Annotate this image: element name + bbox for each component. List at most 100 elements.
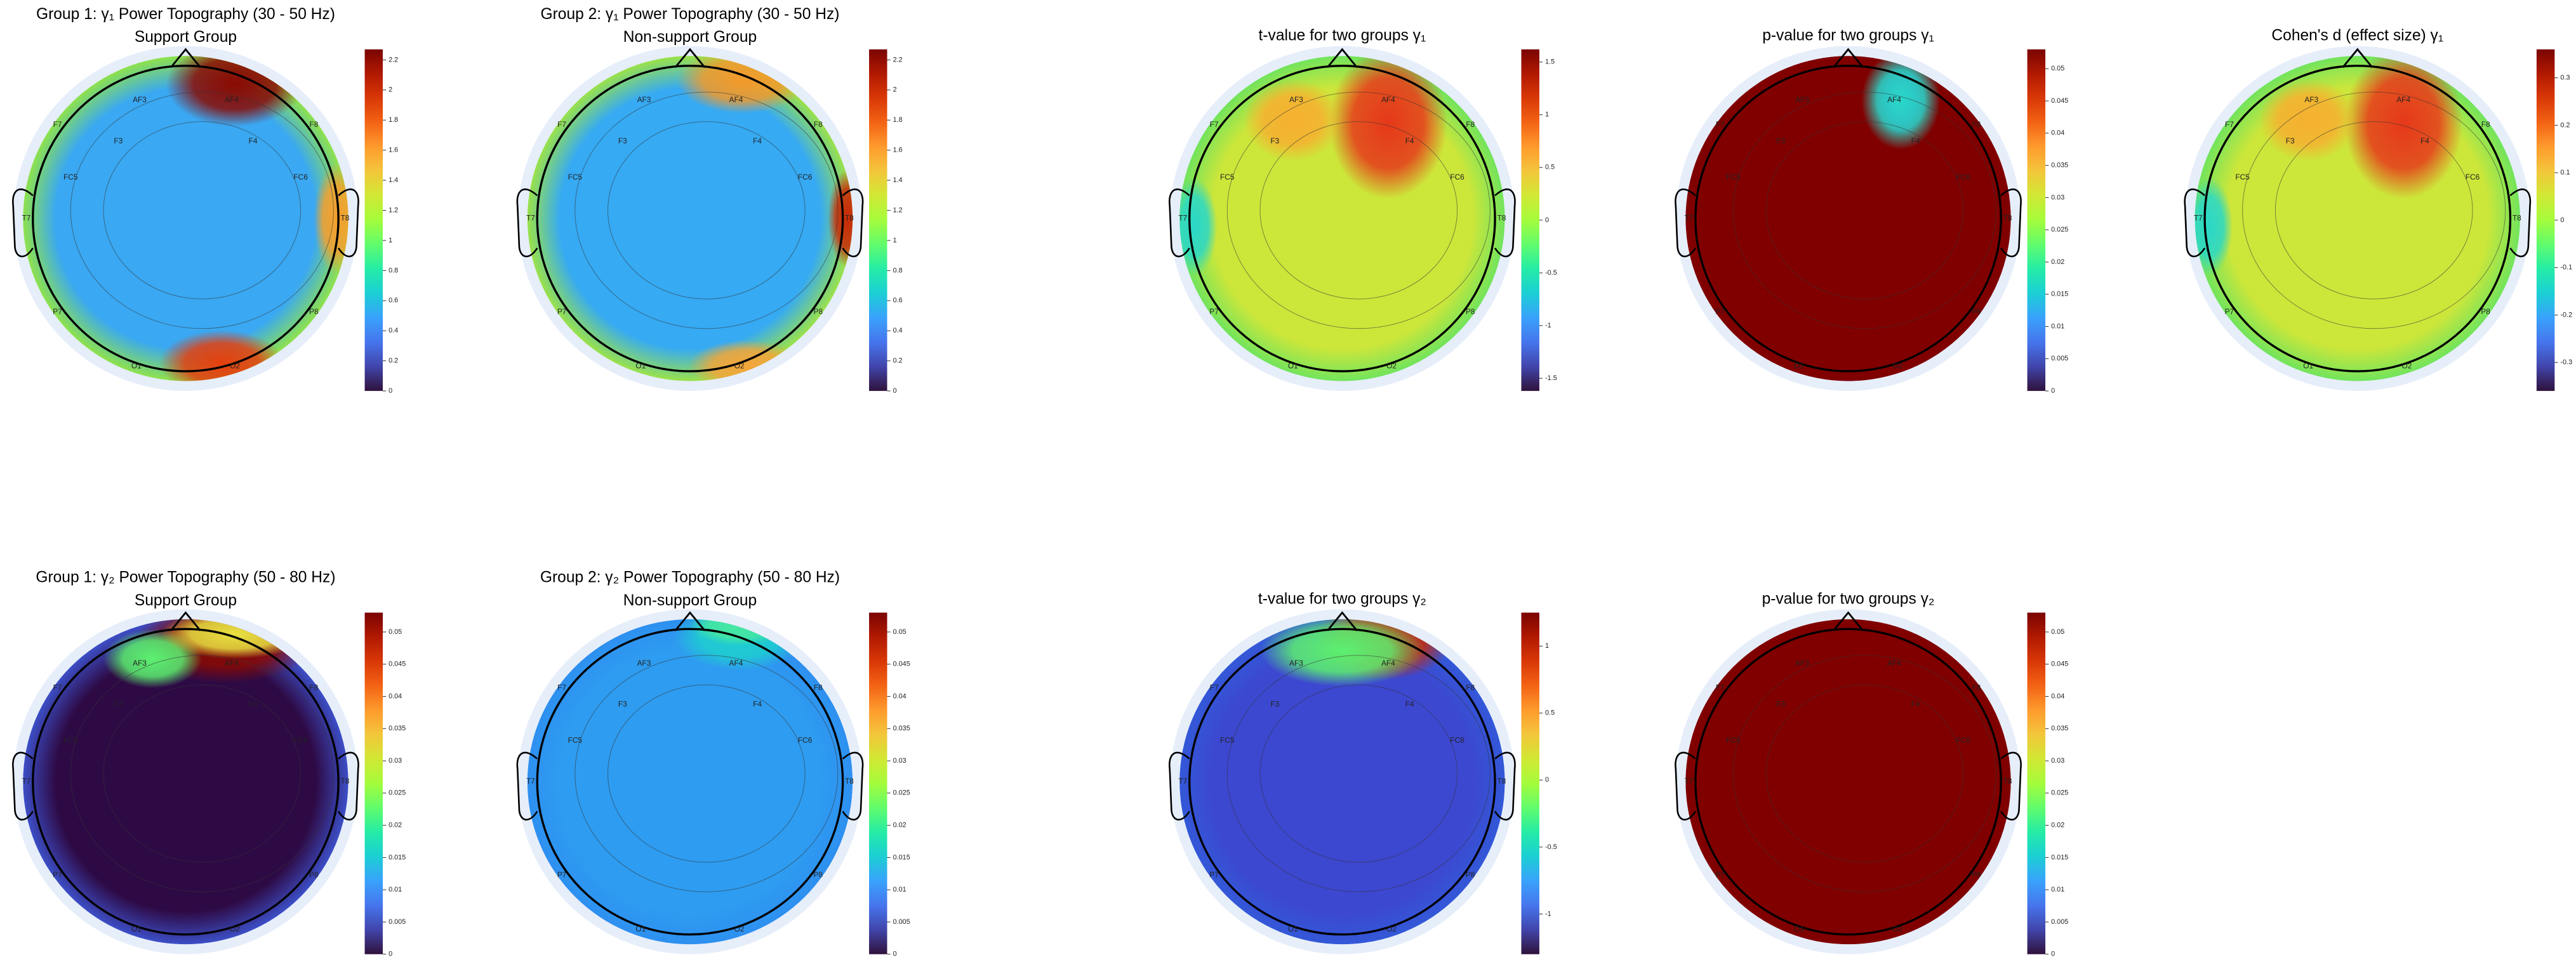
electrode-label: O2 — [230, 925, 240, 933]
heat-base — [23, 619, 349, 945]
electrode-label: P7 — [2225, 307, 2234, 316]
colorbar-tick-label: 0.005 — [2051, 918, 2068, 926]
colorbar-tick-label: 0.04 — [2051, 692, 2064, 700]
contour-line — [1732, 91, 1996, 329]
electrode-label: AF4 — [1887, 659, 1901, 668]
electrode-label: T7 — [1178, 777, 1187, 786]
electrode-label: F7 — [53, 683, 62, 692]
colorbar-tick-label: 2.2 — [893, 56, 903, 63]
colorbar — [1521, 49, 1539, 392]
topomap-panel: t-value for two groups γ₂ F7 AF3 AF4 F8 F3 F4 F… — [1168, 590, 1557, 954]
electrode-label: T8 — [2513, 214, 2521, 223]
electrode-label: T7 — [1685, 214, 1694, 223]
ear-left — [1675, 751, 1696, 820]
panel-title: t-value for two groups γ₂ — [1258, 590, 1426, 607]
panel-subtitle: Non-support Group — [623, 29, 757, 46]
electrode-label: O1 — [1794, 925, 1804, 933]
electrode-label: O1 — [1288, 925, 1298, 933]
colorbar-tick-label: 0.5 — [1545, 709, 1555, 717]
colorbar — [2027, 49, 2046, 392]
colorbar-tick-label: 0.03 — [388, 757, 402, 765]
electrode-label: F8 — [1972, 683, 1981, 692]
electrode-label: F4 — [753, 700, 762, 709]
electrode-label: P8 — [814, 307, 823, 316]
electrode-label: T7 — [2194, 214, 2203, 223]
electrode-label: F4 — [249, 136, 258, 145]
electrode-label: AF4 — [225, 95, 239, 104]
heat-base — [1685, 619, 2011, 945]
colorbar-tick-label: 0.03 — [2051, 757, 2064, 765]
colorbar-tick-label: 0.03 — [2051, 194, 2064, 201]
colorbar-tick-label: 0.04 — [388, 692, 402, 700]
head-outline — [536, 628, 844, 936]
contour-line — [1259, 684, 1458, 863]
electrode-label: O2 — [734, 925, 745, 933]
contour-line — [70, 91, 334, 329]
colorbar-tick-label: 0 — [2560, 216, 2564, 224]
nose — [674, 48, 706, 69]
panel-title: t-value for two groups γ₁ — [1259, 27, 1426, 44]
electrode-label: T7 — [22, 777, 30, 786]
heat-spot — [1861, 56, 1941, 150]
colorbar-tick-label: 0.035 — [893, 725, 910, 732]
panel-title: Group 2: γ₂ Power Topography (50 - 80 Hz… — [540, 569, 840, 586]
contour-line — [1259, 121, 1458, 299]
colorbar — [364, 49, 383, 392]
contour-line — [1732, 655, 1996, 892]
colorbar-tick-label: 0.015 — [893, 853, 910, 861]
electrode-label: T7 — [526, 777, 535, 786]
head-outline — [1694, 628, 2002, 936]
colorbar-tick-label: 0.02 — [388, 822, 402, 829]
electrode-label: F7 — [1716, 683, 1725, 692]
ear-right — [2509, 188, 2532, 258]
colorbar-tick-label: 0.2 — [388, 357, 398, 365]
electrode-label: O2 — [1892, 361, 1902, 370]
colorbar-tick-label: 0.035 — [2051, 725, 2068, 732]
contour-line — [2274, 121, 2473, 299]
heat-base — [1179, 619, 1505, 945]
colorbar-tick-label: 0 — [2051, 387, 2055, 395]
electrode-label: FC5 — [1726, 173, 1741, 181]
contour-line — [574, 655, 839, 892]
heat-map — [527, 56, 853, 381]
electrode-label: F3 — [1270, 700, 1279, 709]
contour-line — [607, 121, 806, 299]
panel-title: Cohen's d (effect size) γ₁ — [2271, 27, 2443, 44]
electrode-label: T8 — [2003, 214, 2012, 223]
heat-map — [23, 619, 349, 945]
head-outline — [2203, 64, 2512, 372]
contour-line — [1765, 121, 1964, 299]
colorbar-tick-label: 1 — [388, 237, 392, 244]
panel-subtitle: Support Group — [135, 29, 237, 46]
electrode-label: F4 — [2420, 136, 2429, 145]
topomap-panel: Group 2: γ₂ Power Topography (50 - 80 Hz… — [516, 569, 910, 958]
colorbar-tick-label: 0.05 — [893, 628, 906, 636]
electrode-label: T8 — [845, 777, 854, 786]
electrode-label: AF3 — [2304, 95, 2318, 104]
electrode-label: FC5 — [1220, 173, 1235, 181]
electrode-label: AF3 — [637, 659, 651, 668]
electrode-label: F3 — [618, 136, 627, 145]
colorbar-tick-label: 0.045 — [2051, 97, 2068, 105]
nose — [170, 48, 201, 69]
panel-title: p-value for two groups γ₂ — [1762, 590, 1935, 607]
electrode-label: O1 — [635, 361, 646, 370]
electrode-label: O2 — [1386, 925, 1397, 933]
colorbar-tick-label: 0.4 — [893, 327, 903, 334]
panel-title: Group 2: γ₁ Power Topography (30 - 50 Hz… — [540, 6, 839, 23]
electrode-label: O1 — [1288, 361, 1298, 370]
electrode-label: F8 — [1466, 120, 1475, 129]
electrode-label: T8 — [341, 777, 350, 786]
electrode-label: F8 — [309, 120, 318, 129]
electrode-label: P7 — [1715, 871, 1725, 879]
topomap-panel: Group 2: γ₁ Power Topography (30 - 50 Hz… — [516, 6, 903, 395]
electrode-label: FC5 — [63, 735, 78, 744]
electrode-label: AF3 — [637, 95, 651, 104]
colorbar-tick-label: 0.025 — [388, 789, 406, 797]
colorbar-tick-label: 0.03 — [893, 757, 906, 765]
head-outline — [32, 64, 340, 372]
heat-spot — [828, 169, 853, 268]
ear-right — [2000, 751, 2022, 820]
electrode-label: F8 — [2481, 120, 2490, 129]
electrode-label: O1 — [131, 361, 142, 370]
